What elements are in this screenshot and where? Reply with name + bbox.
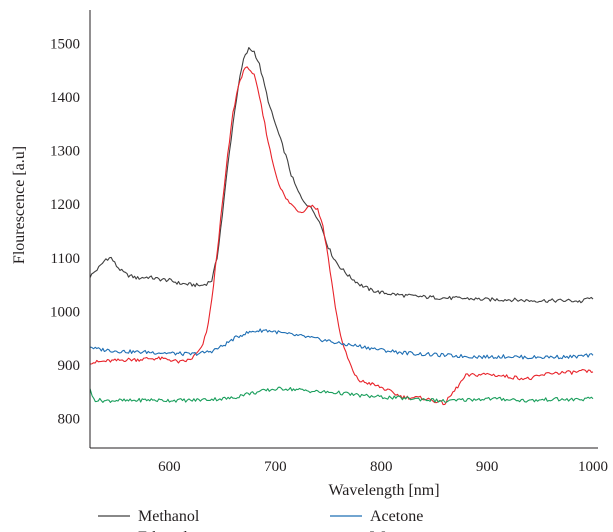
y-tick-label: 1300 xyxy=(50,144,80,160)
legend-label-water: Water xyxy=(370,529,408,532)
legend-label-acetone: Acetone xyxy=(370,508,423,525)
y-tick-labels: 800 900 1000 1100 1200 1300 1400 1500 xyxy=(50,36,80,427)
y-tick-label: 800 xyxy=(58,412,81,428)
x-tick-labels: 600 700 800 900 1000 xyxy=(158,459,608,475)
y-tick-label: 1200 xyxy=(50,197,80,213)
x-axis-title: Wavelength [nm] xyxy=(328,482,439,499)
series-line-ethanol xyxy=(89,66,594,406)
series-layer xyxy=(89,47,594,406)
x-tick-label: 900 xyxy=(476,459,499,475)
x-tick-label: 800 xyxy=(370,459,393,475)
axes xyxy=(89,10,598,449)
y-tick-label: 1400 xyxy=(50,90,80,106)
series-line-water xyxy=(89,386,594,403)
y-tick-label: 1000 xyxy=(50,304,80,320)
legend-label-methanol: Methanol xyxy=(138,508,200,525)
y-tick-label: 900 xyxy=(58,358,81,374)
series-line-acetone xyxy=(89,328,594,360)
x-tick-label: 600 xyxy=(158,459,181,475)
legend-label-ethanol: Ethanol xyxy=(138,529,188,532)
x-tick-label: 700 xyxy=(264,459,287,475)
x-tick-label: 1000 xyxy=(578,459,608,475)
legend: Methanol Ethanol Acetone Water xyxy=(98,508,423,532)
series-line-methanol xyxy=(89,47,594,304)
y-axis-title: Flourescence [a.u] xyxy=(11,146,28,264)
y-tick-label: 1500 xyxy=(50,36,80,52)
y-tick-label: 1100 xyxy=(51,251,80,267)
